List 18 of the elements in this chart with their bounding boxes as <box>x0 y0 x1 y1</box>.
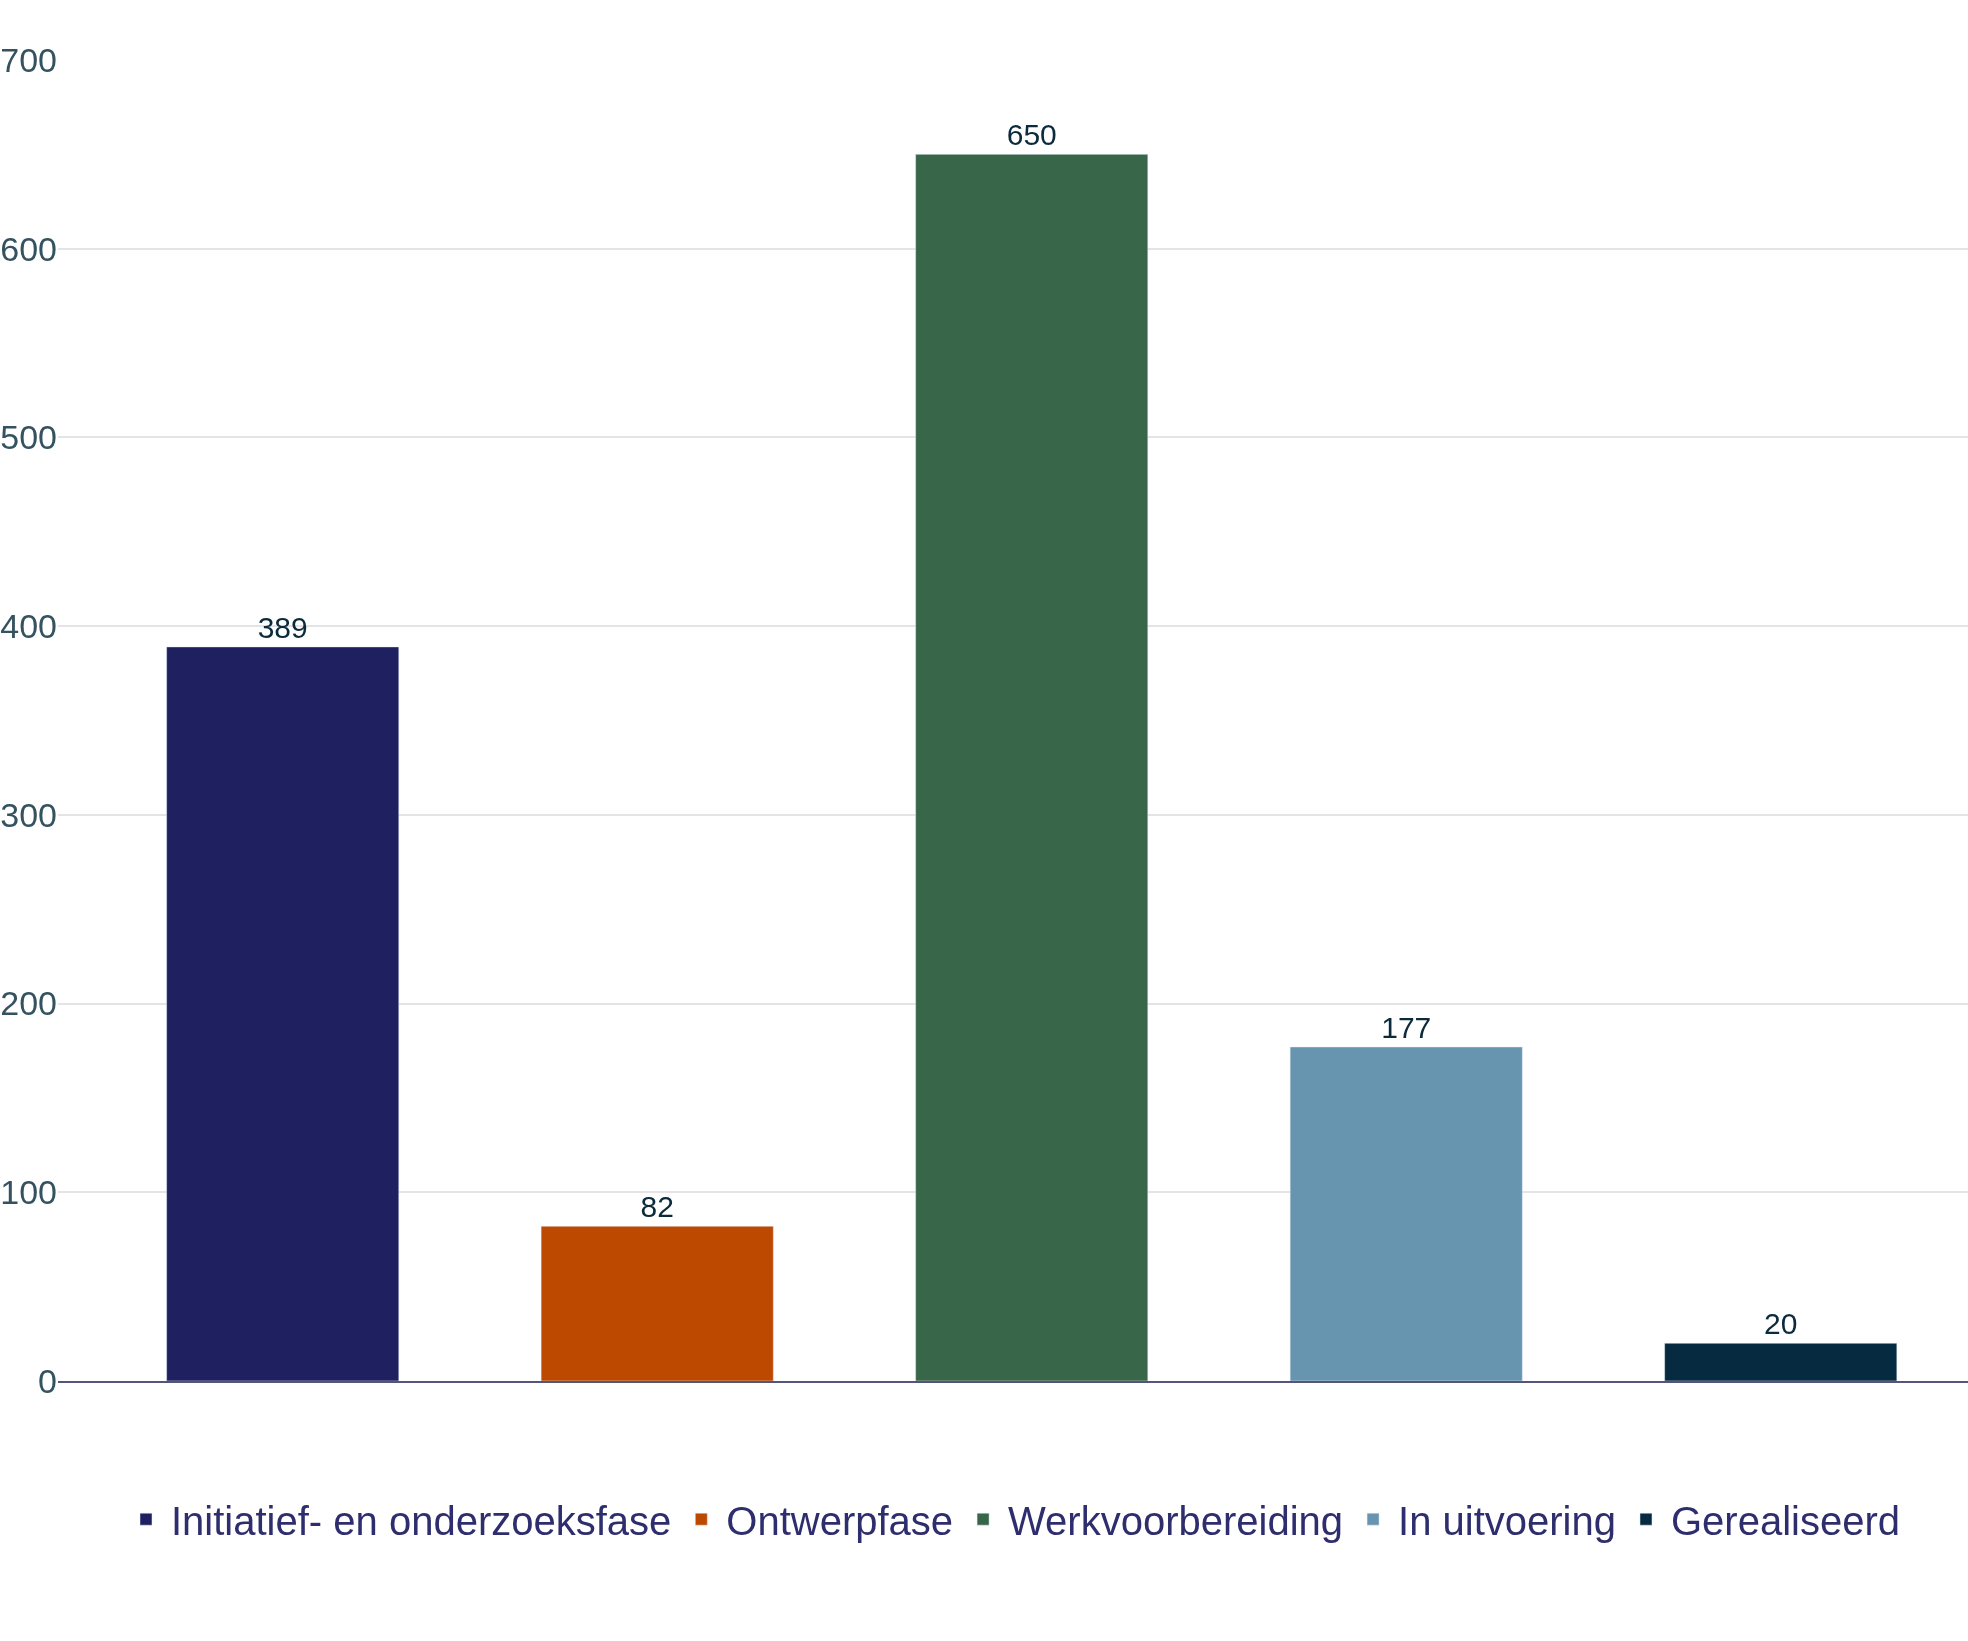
legend-label: Werkvoorbereiding <box>1008 1498 1344 1543</box>
y-tick-label: 0 <box>38 1361 57 1400</box>
data-label: 82 <box>640 1190 674 1224</box>
legend-label: Gerealiseerd <box>1670 1498 1900 1543</box>
y-tick-label: 100 <box>0 1173 57 1212</box>
data-label: 650 <box>1006 118 1057 152</box>
y-tick-label: 700 <box>0 40 57 79</box>
data-label: 20 <box>1764 1307 1798 1341</box>
y-tick-label: 600 <box>0 229 57 268</box>
legend-label: Initiatief- en onderzoeksfase <box>171 1498 672 1543</box>
y-tick-label: 300 <box>0 795 57 834</box>
legend-label: Ontwerpfase <box>726 1498 954 1543</box>
data-label: 177 <box>1381 1010 1432 1044</box>
y-tick-label: 400 <box>0 607 57 646</box>
data-label: 389 <box>257 610 308 644</box>
y-tick-label: 500 <box>0 418 57 457</box>
legend-label: In uitvoering <box>1398 1498 1616 1543</box>
y-tick-label: 200 <box>0 984 57 1023</box>
